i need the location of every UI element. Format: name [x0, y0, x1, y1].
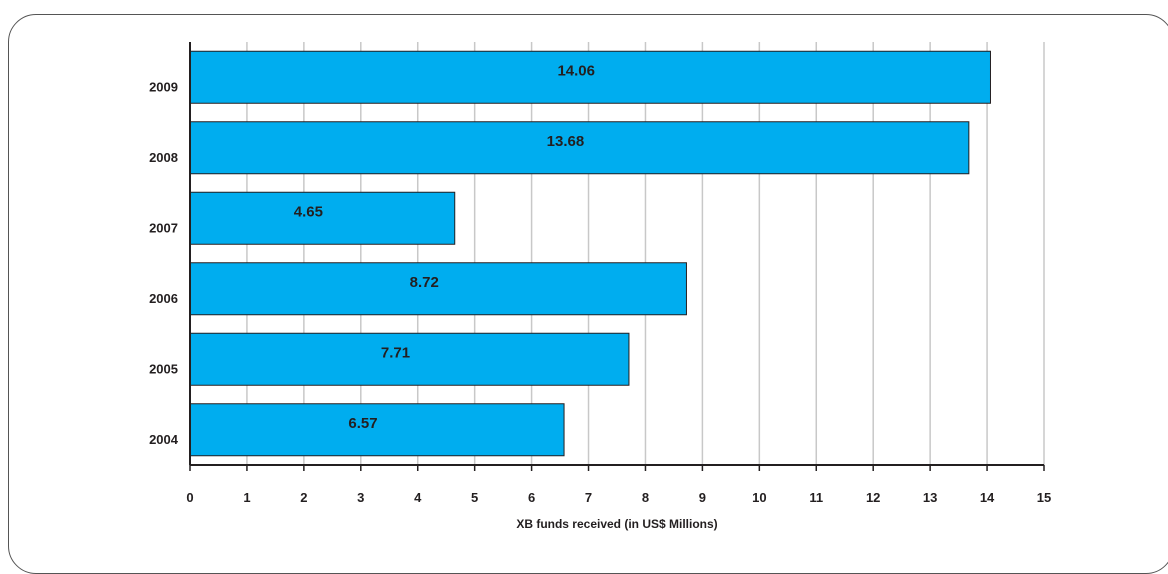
y-tick-label: 2006	[149, 291, 178, 306]
x-tick-labels: 0 1 2 3 4 5 6 7 8 9 10 11 12 13 14 15	[186, 490, 1051, 505]
x-tick-label: 15	[1037, 490, 1051, 505]
axes	[189, 42, 1044, 466]
x-tick-label: 4	[414, 490, 422, 505]
x-tick-label: 2	[300, 490, 307, 505]
y-tick-label: 2009	[149, 79, 178, 94]
y-tick-label: 2008	[149, 150, 178, 165]
x-tick-label: 10	[752, 490, 766, 505]
bars	[189, 50, 991, 457]
x-tick-label: 9	[699, 490, 706, 505]
bar-chart: 0 1 2 3 4 5 6 7 8 9 10 11 12 13 14 15 20042005200620072…	[149, 42, 1051, 531]
x-tick-label: 7	[585, 490, 592, 505]
bar-2004	[189, 403, 565, 457]
data-labels: 6.57 7.71 8.72 4.65 13.68 14.06	[294, 62, 595, 432]
x-tick-label: 5	[471, 490, 478, 505]
bar-2009	[189, 50, 991, 104]
x-tick-label: 1	[243, 490, 250, 505]
data-label: 13.68	[547, 133, 585, 150]
y-tick-label: 2004	[149, 432, 179, 447]
gridlines	[189, 42, 1045, 471]
x-tick-label: 12	[866, 490, 880, 505]
y-tick-labels: 2004 2005 2006 2007 2008 2009	[149, 79, 179, 447]
y-tick-label: 2007	[149, 220, 178, 235]
bar-2007	[189, 191, 456, 245]
x-tick-label: 11	[809, 490, 823, 505]
x-tick-label: 8	[642, 490, 649, 505]
x-tick-label: 6	[528, 490, 535, 505]
bar-2006	[189, 262, 687, 316]
data-label: 6.57	[348, 415, 377, 432]
data-label: 7.71	[381, 344, 410, 361]
data-label: 4.65	[294, 203, 323, 220]
x-axis-label: XB funds received (in US$ Millions)	[516, 517, 717, 531]
x-tick-label: 13	[923, 490, 937, 505]
bar-2005	[189, 332, 630, 386]
bar-2008	[189, 121, 970, 175]
x-tick-label: 14	[980, 490, 995, 505]
data-label: 14.06	[557, 62, 595, 79]
y-tick-label: 2005	[149, 361, 178, 376]
x-tick-label: 0	[186, 490, 193, 505]
data-label: 8.72	[410, 274, 439, 291]
x-tick-label: 3	[357, 490, 364, 505]
